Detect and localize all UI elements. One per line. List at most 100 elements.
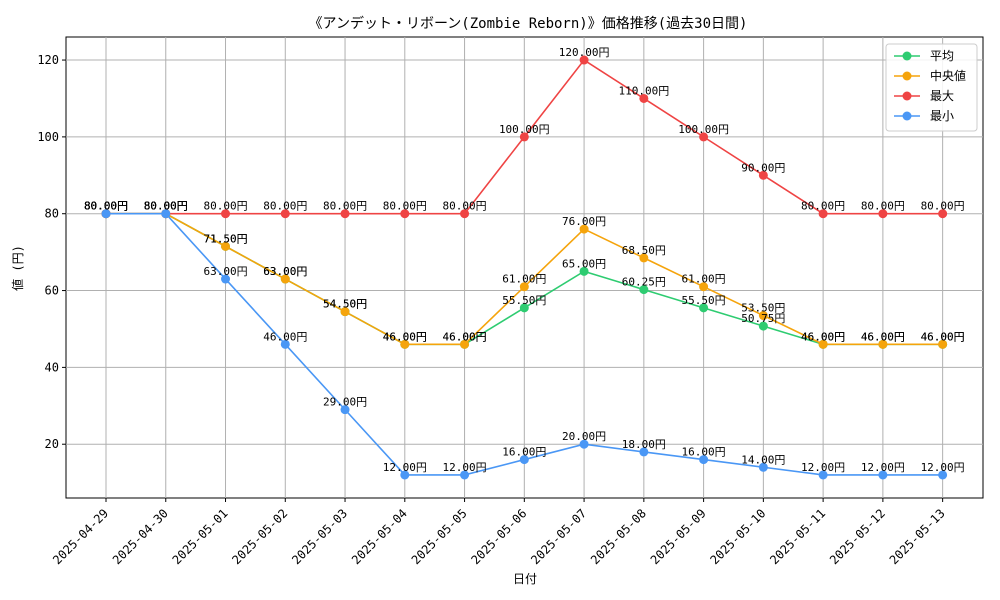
data-point [938,209,948,219]
data-point [639,93,649,103]
data-point [818,339,828,349]
data-point [340,405,350,415]
data-label: 46.00円 [383,330,427,343]
legend-marker [902,51,912,61]
data-point [878,209,888,219]
data-label: 71.50円 [203,232,247,245]
data-label: 16.00円 [502,446,546,459]
data-label: 46.00円 [263,330,307,343]
data-point [400,209,410,219]
data-label: 46.00円 [383,330,427,343]
data-point [460,470,470,480]
data-point [340,209,350,219]
data-point [758,311,768,321]
data-label: 53.50円 [741,302,785,315]
data-label: 46.00円 [921,330,965,343]
data-point [519,455,529,465]
data-label: 46.00円 [921,330,965,343]
data-point [519,303,529,313]
data-point [101,209,111,219]
data-label: 80.00円 [144,200,188,213]
x-tick-label: 2025-05-04 [349,506,410,567]
data-label: 80.00円 [84,200,128,213]
data-label: 80.00円 [861,200,905,213]
legend-marker [902,71,912,81]
data-label: 80.00円 [801,200,845,213]
data-point [221,241,231,251]
data-point [878,470,888,480]
data-point [938,339,948,349]
data-point [699,132,709,142]
data-point [579,224,589,234]
data-point [519,132,529,142]
data-label: 100.00円 [678,123,729,136]
data-point [938,470,948,480]
data-point [400,470,410,480]
x-tick-label: 2025-05-13 [887,506,948,567]
data-point [758,170,768,180]
data-point [699,455,709,465]
y-tick-label: 40 [45,360,59,374]
x-tick-label: 2025-05-12 [827,506,888,567]
data-point [818,209,828,219]
data-point [878,339,888,349]
grid [66,37,983,498]
data-point [280,339,290,349]
data-label: 80.00円 [921,200,965,213]
data-point [460,339,470,349]
x-tick-label: 2025-05-01 [170,506,231,567]
x-tick-label: 2025-05-09 [648,506,709,567]
data-label: 12.00円 [861,461,905,474]
data-label: 46.00円 [801,330,845,343]
y-tick-label: 120 [37,53,59,67]
data-label: 46.00円 [801,330,845,343]
data-label: 80.00円 [383,200,427,213]
data-point [639,253,649,263]
y-tick-label: 100 [37,130,59,144]
data-label: 76.00円 [562,215,606,228]
data-label: 12.00円 [801,461,845,474]
data-point [519,282,529,292]
data-point [579,266,589,276]
data-label: 54.50円 [323,298,367,311]
data-point [579,439,589,449]
data-label: 55.50円 [682,294,726,307]
legend-marker [902,91,912,101]
data-label: 63.00円 [263,265,307,278]
data-label: 12.00円 [442,461,486,474]
data-label: 80.00円 [203,200,247,213]
data-point [280,274,290,284]
x-tick-label: 2025-04-29 [50,506,111,567]
data-label: 100.00円 [499,123,550,136]
data-label: 80.00円 [144,200,188,213]
data-point [818,470,828,480]
data-label: 71.50円 [203,232,247,245]
x-tick-label: 2025-05-05 [409,506,470,567]
data-point [758,462,768,472]
data-point [699,282,709,292]
data-label: 110.00円 [618,84,669,97]
data-point [340,307,350,317]
data-point [400,339,410,349]
y-tick-label: 20 [45,437,59,451]
axes: 2025-04-292025-04-302025-05-012025-05-02… [37,53,947,567]
x-axis-label: 日付 [513,572,537,586]
data-point [699,303,709,313]
x-tick-label: 2025-05-07 [528,506,589,567]
x-tick-label: 2025-05-02 [229,506,290,567]
data-point [280,209,290,219]
data-label: 50.75円 [741,312,785,325]
data-label: 46.00円 [442,330,486,343]
data-label: 14.00円 [741,453,785,466]
data-label: 80.00円 [144,200,188,213]
chart-title: 《アンデット・リボーン(Zombie Reborn)》価格推移(過去30日間) [309,15,748,32]
data-label: 60.25円 [622,276,666,289]
legend-label: 平均 [930,49,954,63]
data-label: 16.00円 [682,446,726,459]
data-point [460,209,470,219]
data-label: 65.00円 [562,257,606,270]
legend-box [885,43,978,132]
data-label: 68.50円 [622,244,666,257]
